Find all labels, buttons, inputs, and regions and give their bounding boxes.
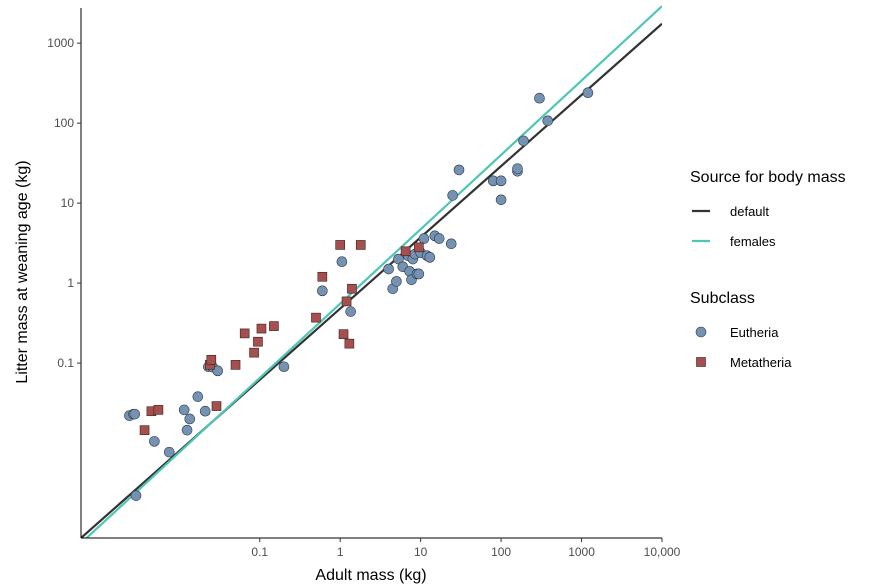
y-tick-label: 10 <box>61 196 75 210</box>
x-tick-label: 1000 <box>568 545 595 559</box>
point-eutheria <box>418 233 430 244</box>
legend-title: Source for body mass <box>690 169 846 186</box>
x-axis-title: Adult mass (kg) <box>315 567 426 584</box>
y-tick-label: 1 <box>67 276 74 290</box>
x-tick-label: 100 <box>491 545 511 559</box>
point-metatheria <box>338 329 349 339</box>
point-eutheria <box>130 490 142 501</box>
data-points <box>124 87 594 501</box>
point-eutheria <box>512 163 523 174</box>
point-eutheria <box>424 252 436 263</box>
point-eutheria <box>199 405 211 417</box>
point-metatheria <box>400 246 411 257</box>
point-metatheria <box>311 312 321 323</box>
point-eutheria <box>495 175 507 187</box>
point-eutheria <box>178 404 190 416</box>
point-eutheria <box>542 115 554 127</box>
x-tick-label: 10,000 <box>644 545 681 559</box>
point-eutheria <box>149 436 160 447</box>
x-axis-ticks: 0.1 1 10 100 1000 10,000 <box>251 538 681 559</box>
legend-key-metatheria <box>696 357 706 367</box>
point-eutheria <box>317 285 328 297</box>
point-metatheria <box>230 360 241 370</box>
fit-line-females <box>84 5 662 538</box>
point-metatheria <box>256 323 267 334</box>
point-eutheria <box>582 87 594 99</box>
point-metatheria <box>249 347 259 358</box>
point-metatheria <box>347 283 357 294</box>
x-tick-label: 0.1 <box>251 545 268 559</box>
point-metatheria <box>253 336 263 347</box>
point-eutheria <box>192 391 204 402</box>
point-eutheria <box>495 194 507 206</box>
legend-title: Subclass <box>690 290 755 307</box>
point-metatheria <box>344 338 355 349</box>
point-eutheria <box>445 238 457 250</box>
point-metatheria <box>335 240 345 250</box>
point-metatheria <box>269 321 279 331</box>
legend: Source for body mass default females Subcla… <box>690 169 846 370</box>
point-eutheria <box>413 268 425 280</box>
point-eutheria <box>278 361 290 373</box>
point-eutheria <box>181 424 193 436</box>
point-metatheria <box>206 354 217 365</box>
point-eutheria <box>184 413 196 425</box>
point-eutheria <box>391 276 402 287</box>
point-metatheria <box>341 296 352 307</box>
point-eutheria <box>345 306 356 317</box>
point-eutheria <box>336 256 348 268</box>
point-eutheria <box>447 190 458 201</box>
x-tick-label: 10 <box>414 545 428 559</box>
point-eutheria <box>129 408 141 420</box>
point-metatheria <box>414 242 424 253</box>
fit-lines <box>81 5 662 538</box>
y-tick-label: 100 <box>54 116 74 130</box>
y-tick-label: 1000 <box>47 36 74 50</box>
y-axis-ticks: 0.1 1 10 100 1000 <box>47 36 81 370</box>
point-eutheria <box>453 164 465 176</box>
point-metatheria <box>317 271 328 282</box>
legend-label: default <box>730 204 769 219</box>
legend-label: Metatheria <box>730 355 792 370</box>
point-eutheria <box>534 92 545 104</box>
point-eutheria <box>433 233 445 244</box>
point-eutheria <box>212 365 223 377</box>
point-metatheria <box>139 425 150 435</box>
point-metatheria <box>153 405 164 415</box>
y-axis-title: Litter mass at weaning age (kg) <box>14 160 31 383</box>
legend-label: Eutheria <box>730 325 779 340</box>
point-metatheria <box>211 401 222 411</box>
point-eutheria <box>518 135 529 147</box>
legend-key-eutheria <box>695 326 707 338</box>
point-eutheria <box>383 263 394 275</box>
y-tick-label: 0.1 <box>57 356 74 370</box>
point-metatheria <box>355 240 366 250</box>
legend-label: females <box>730 234 776 249</box>
point-metatheria <box>239 328 250 339</box>
fit-line-default <box>81 22 662 538</box>
x-tick-label: 1 <box>337 545 344 559</box>
point-eutheria <box>163 446 175 458</box>
